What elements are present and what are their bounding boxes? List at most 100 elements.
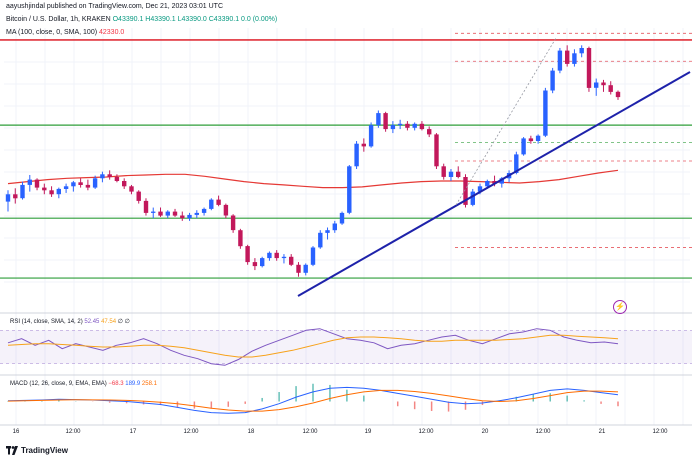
candle-body — [608, 85, 613, 92]
candle-body — [499, 178, 504, 184]
candle-body — [107, 174, 112, 177]
publisher-text: aayushjindal published on TradingView.co… — [6, 3, 224, 10]
candle-body — [470, 191, 475, 205]
candle-body — [303, 264, 308, 273]
macd-name: MACD (12, 26, close, 9, EMA, EMA) — [10, 381, 107, 387]
candle-body — [151, 211, 156, 213]
candle-body — [129, 186, 134, 192]
x-tick-label: 17 — [129, 429, 137, 435]
x-tick-label: 16 — [12, 429, 20, 435]
ohlc-values: O43390.1 H43390.1 L43390.0 C43390.1 0.0 … — [112, 16, 278, 23]
candle-body — [594, 82, 599, 88]
lightning-icon[interactable]: ⚡ — [613, 300, 627, 314]
candle-body — [100, 174, 105, 179]
ma-legend: MA (100, close, 0, SMA, 100) 42330.0 — [6, 29, 124, 36]
candle-body — [543, 90, 548, 136]
candle-body — [85, 184, 91, 188]
candle-body — [56, 188, 61, 195]
candle-body — [136, 191, 141, 201]
candle-body — [13, 194, 18, 199]
projection-line — [455, 37, 557, 206]
x-tick-label: 12:00 — [65, 429, 81, 435]
candle-body — [260, 258, 265, 267]
x-tick-label: 18 — [247, 429, 255, 435]
candle-body — [412, 123, 417, 128]
candle-body — [289, 256, 294, 265]
candle-body — [78, 182, 83, 185]
candle-body — [383, 113, 388, 130]
candle-body — [368, 125, 374, 147]
candle-body — [448, 171, 454, 177]
candle-body — [42, 187, 47, 191]
candle-body — [586, 48, 592, 88]
candle-body — [492, 181, 497, 184]
candle-body — [463, 177, 468, 205]
candle-body — [456, 171, 461, 177]
rsi-value: 52.45 — [84, 319, 100, 325]
candle-body — [354, 143, 359, 167]
candle-body — [180, 215, 185, 219]
macd-legend: MACD (12, 26, close, 9, EMA, EMA) −68.3 … — [10, 381, 157, 387]
candle-body — [158, 211, 163, 216]
candle-body — [165, 211, 170, 216]
candle-body — [601, 82, 606, 86]
candle-body — [535, 135, 541, 141]
candle-body — [390, 125, 396, 130]
candle-body — [405, 123, 410, 128]
candle-body — [441, 166, 446, 177]
candle-body — [27, 179, 32, 185]
ma-value: 42330.0 — [99, 29, 125, 36]
macd-hist-value: −68.3 — [108, 381, 124, 387]
ma-label: MA (100, close, 0, SMA, 100) — [6, 29, 98, 36]
tradingview-logo-icon — [6, 446, 18, 455]
tradingview-footer[interactable]: TradingView — [6, 446, 68, 455]
candle-body — [339, 212, 345, 224]
signal-line — [7, 389, 619, 412]
candle-body — [572, 53, 577, 64]
candle-body — [485, 181, 490, 187]
trendline — [297, 71, 691, 297]
candle-body — [557, 50, 563, 71]
x-tick-label: 19 — [364, 429, 372, 435]
candle-body — [550, 70, 555, 91]
candle-body — [20, 184, 25, 199]
candle-body — [216, 199, 221, 205]
candle-body — [252, 262, 258, 267]
candle-body — [230, 215, 236, 231]
rsi-ma-line — [7, 334, 619, 358]
candle-body — [187, 214, 192, 219]
rsi-extra: ∅ ∅ — [117, 319, 130, 325]
rsi-ma-value: 47.54 — [101, 319, 117, 325]
candle-body — [63, 186, 69, 189]
symbol-line: Bitcoin / U.S. Dollar, 1h, KRAKEN O43390… — [6, 16, 277, 23]
candle-body — [194, 212, 199, 215]
x-tick-label: 20 — [481, 429, 489, 435]
x-tick-label: 12:00 — [183, 429, 199, 435]
publisher-line: aayushjindal published on TradingView.co… — [6, 3, 223, 10]
candle-body — [434, 134, 439, 167]
candle-body — [201, 208, 207, 213]
candle-body — [347, 166, 352, 213]
x-tick-label: 12:00 — [418, 429, 434, 435]
candle-body — [528, 138, 534, 142]
candle-body — [514, 154, 519, 173]
candle-body — [615, 91, 621, 98]
candle-body — [49, 190, 54, 195]
candle-body — [376, 113, 381, 126]
candle-body — [325, 230, 330, 233]
candle-body — [143, 200, 149, 213]
rsi-name: RSI (14, close, SMA, 14, 2) — [10, 319, 83, 325]
x-axis: 16 12:00 17 12:00 18 12:00 19 12:00 20 1… — [0, 429, 692, 441]
candle-body — [122, 181, 127, 187]
candle-body — [281, 256, 287, 259]
candle-body — [172, 211, 178, 216]
macd-signal-value: 258.1 — [141, 381, 157, 387]
candle-body — [579, 48, 584, 54]
candle-body — [209, 199, 214, 209]
moving-average-line — [7, 169, 619, 189]
rsi-legend: RSI (14, close, SMA, 14, 2) 52.45 47.54 … — [10, 318, 130, 325]
candle-body — [565, 50, 570, 64]
candle-body — [71, 182, 76, 187]
candle-body — [5, 194, 11, 202]
